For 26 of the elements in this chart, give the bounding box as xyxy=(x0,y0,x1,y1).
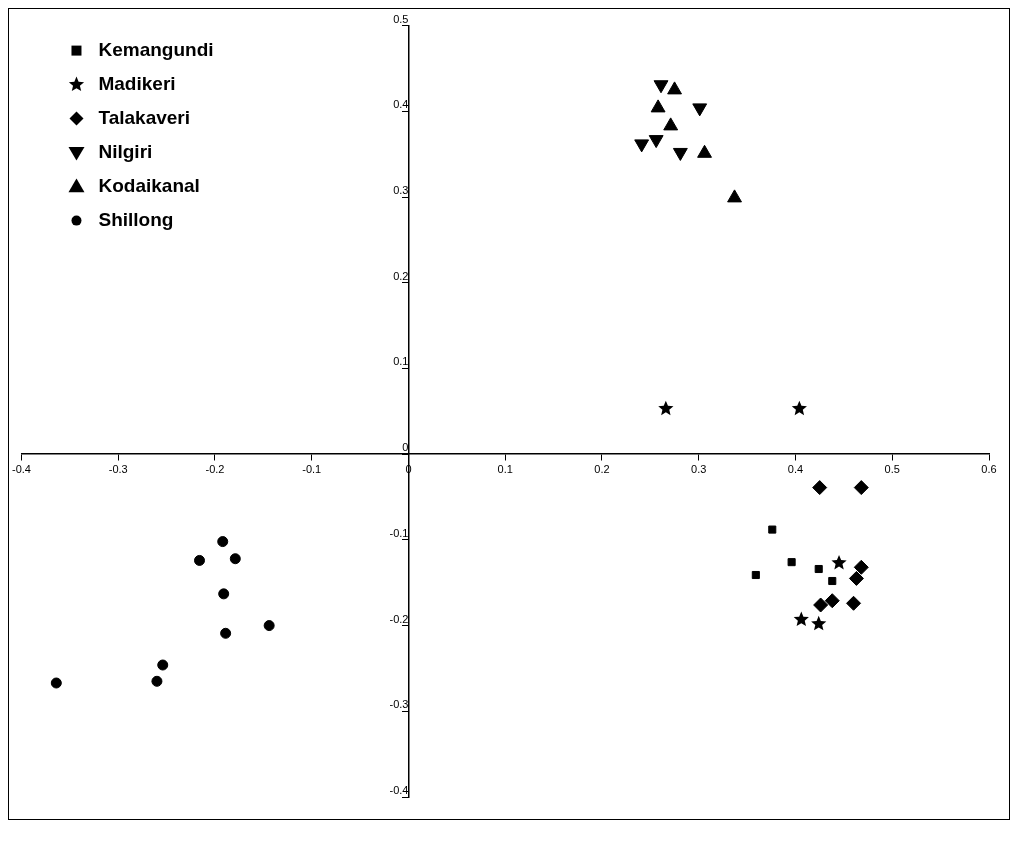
y-tick-label: -0.4 xyxy=(389,784,409,797)
legend-label: Kemangundi xyxy=(98,38,214,60)
y-tick-label: 0.3 xyxy=(393,184,409,197)
x-tick-label: -0.1 xyxy=(302,462,322,475)
y-tick-label: 0.1 xyxy=(393,355,409,368)
legend-label: Kodaikanal xyxy=(98,174,200,196)
legend-label: Nilgiri xyxy=(98,140,153,162)
x-tick-label: 0.1 xyxy=(497,462,513,475)
y-tick-label: 0 xyxy=(402,441,409,454)
y-tick-label: -0.1 xyxy=(389,526,409,539)
y-tick-label: 0.5 xyxy=(393,12,409,25)
x-tick-label: -0.4 xyxy=(11,462,31,475)
x-tick-label: 0.6 xyxy=(981,462,997,475)
y-tick-label: 0.2 xyxy=(393,269,409,282)
x-tick-label: 0.3 xyxy=(691,462,707,475)
legend-label: Madikeri xyxy=(98,72,176,94)
y-tick-label: -0.2 xyxy=(389,612,409,625)
y-tick-label: -0.3 xyxy=(389,698,409,711)
x-tick-label: -0.3 xyxy=(108,462,128,475)
y-tick-label: 0.4 xyxy=(393,98,409,111)
x-tick-label: 0.4 xyxy=(787,462,804,475)
legend-label: Shillong xyxy=(98,208,174,230)
x-tick-label: 0.5 xyxy=(884,462,900,475)
legend-label: Talakaveri xyxy=(98,106,191,128)
x-tick-label: -0.2 xyxy=(205,462,225,475)
x-tick-label: 0.2 xyxy=(594,462,610,475)
